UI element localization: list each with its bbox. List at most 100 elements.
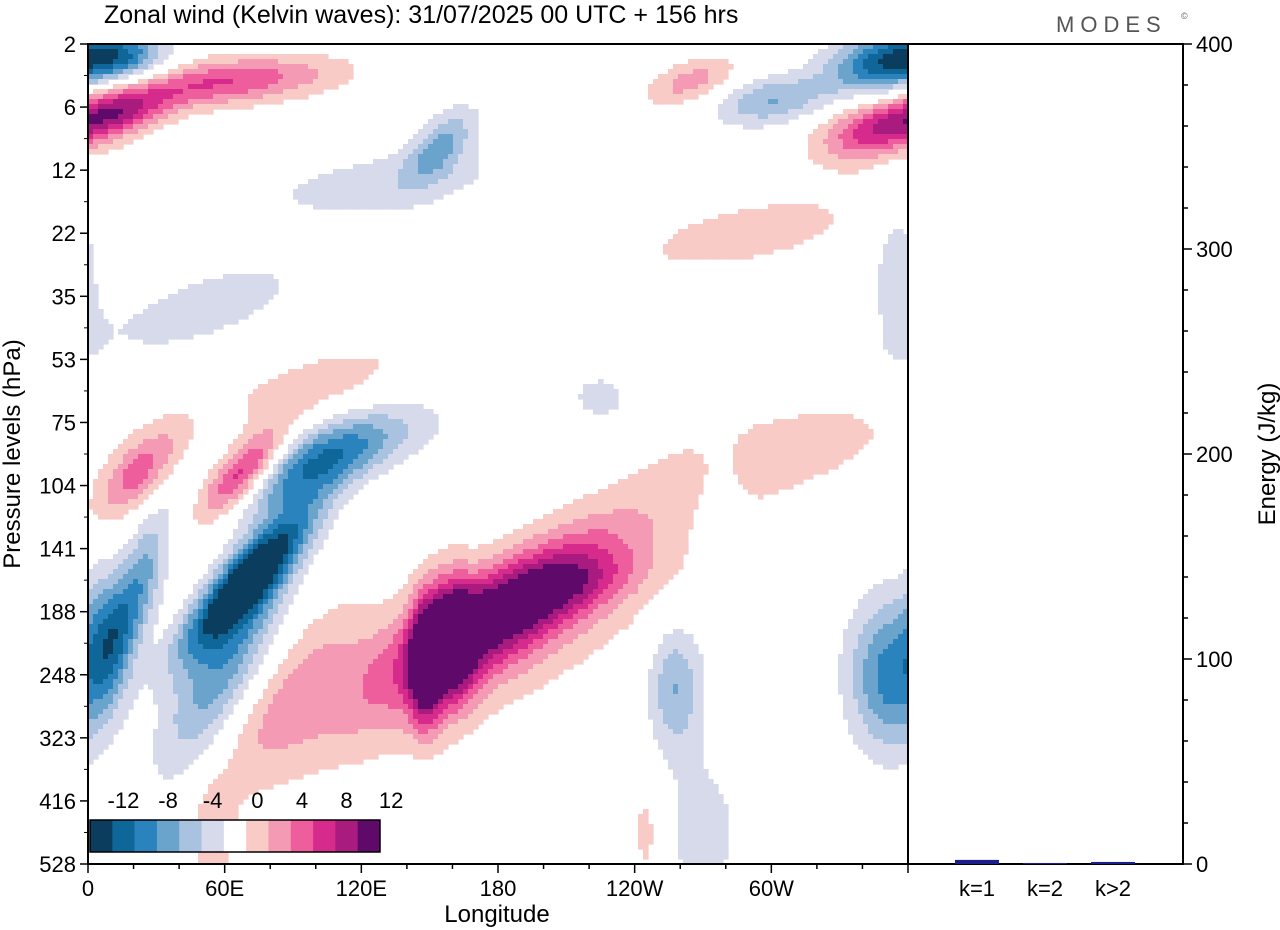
heatmap-cell	[228, 59, 234, 65]
heatmap-cell	[403, 439, 409, 445]
heatmap-cell	[158, 339, 164, 345]
heatmap-cell	[363, 449, 369, 455]
heatmap-cell	[273, 519, 279, 525]
heatmap-cell	[678, 454, 684, 460]
heatmap-cell	[283, 79, 289, 85]
heatmap-cell	[703, 254, 709, 260]
heatmap-cell	[668, 254, 674, 260]
heatmap-cell	[128, 59, 134, 65]
heatmap-cell	[313, 179, 319, 185]
heatmap-cell	[763, 89, 769, 95]
heatmap-cell	[838, 79, 844, 85]
heatmap-cell	[418, 439, 424, 445]
heatmap-cell	[783, 244, 789, 250]
heatmap-cell	[688, 519, 694, 525]
heatmap-cell	[778, 434, 784, 440]
heatmap-cell	[138, 134, 144, 140]
heatmap-cell	[403, 149, 409, 155]
heatmap-cell	[143, 429, 149, 435]
heatmap-cell	[838, 119, 844, 125]
heatmap-cell	[583, 524, 589, 530]
heatmap-cell	[203, 304, 209, 310]
heatmap-cell	[748, 219, 754, 225]
heatmap-cell	[588, 529, 594, 535]
heatmap-cell	[338, 374, 344, 380]
heatmap-cell	[118, 464, 124, 470]
heatmap-cell	[778, 419, 784, 425]
heatmap-cell	[768, 239, 774, 245]
heatmap-cell	[108, 104, 114, 110]
heatmap-cell	[788, 219, 794, 225]
heatmap-cell	[263, 454, 269, 460]
heatmap-cell	[213, 94, 219, 100]
heatmap-cell	[303, 379, 309, 385]
heatmap-cell	[518, 569, 524, 575]
heatmap-cell	[103, 74, 109, 80]
heatmap-cell	[343, 199, 349, 205]
heatmap-cell	[773, 464, 779, 470]
heatmap-cell	[833, 134, 839, 140]
heatmap-cell	[708, 254, 714, 260]
heatmap-cell	[513, 534, 519, 540]
heatmap-cell	[203, 479, 209, 485]
heatmap-cell	[323, 479, 329, 485]
heatmap-cell	[813, 59, 819, 65]
heatmap-cell	[293, 459, 299, 465]
heatmap-cell	[303, 464, 309, 470]
heatmap-cell	[198, 494, 204, 500]
heatmap-cell	[363, 414, 369, 420]
heatmap-cell	[198, 489, 204, 495]
heatmap-cell	[808, 69, 814, 75]
heatmap-cell	[888, 59, 894, 65]
heatmap-cell	[473, 164, 479, 170]
heatmap-cell	[263, 74, 269, 80]
heatmap-cell	[808, 154, 814, 160]
heatmap-cell	[153, 54, 159, 60]
heatmap-cell	[313, 469, 319, 475]
heatmap-cell	[213, 79, 219, 85]
heatmap-cell	[688, 69, 694, 75]
heatmap-cell	[338, 479, 344, 485]
heatmap-cell	[898, 309, 904, 315]
heatmap-cell	[288, 414, 294, 420]
heatmap-cell	[98, 329, 104, 335]
heatmap-cell	[793, 459, 799, 465]
heatmap-cell	[548, 559, 554, 565]
heatmap-cell	[343, 189, 349, 195]
heatmap-cell	[313, 539, 319, 545]
heatmap-cell	[188, 434, 194, 440]
heatmap-cell	[298, 404, 304, 410]
heatmap-cell	[133, 494, 139, 500]
heatmap-cell	[643, 549, 649, 555]
heatmap-cell	[308, 54, 314, 60]
heatmap-cell	[828, 59, 834, 65]
heatmap-cell	[743, 434, 749, 440]
heatmap-cell	[753, 429, 759, 435]
heatmap-cell	[323, 519, 329, 525]
heatmap-cell	[338, 64, 344, 70]
heatmap-cell	[303, 534, 309, 540]
heatmap-cell	[473, 554, 479, 560]
heatmap-cell	[98, 144, 104, 150]
heatmap-cell	[643, 479, 649, 485]
heatmap-cell	[198, 329, 204, 335]
heatmap-cell	[708, 244, 714, 250]
heatmap-cell	[788, 104, 794, 110]
heatmap-cell	[573, 549, 579, 555]
heatmap-cell	[838, 44, 844, 50]
heatmap-cell	[253, 499, 259, 505]
heatmap-cell	[323, 369, 329, 375]
heatmap-cell	[608, 514, 614, 520]
heatmap-cell	[828, 159, 834, 165]
heatmap-cell	[458, 134, 464, 140]
heatmap-cell	[683, 504, 689, 510]
heatmap-cell	[343, 74, 349, 80]
heatmap-cell	[383, 419, 389, 425]
heatmap-cell	[243, 474, 249, 480]
heatmap-cell	[738, 94, 744, 100]
heatmap-cell	[203, 59, 209, 65]
heatmap-cell	[208, 99, 214, 105]
heatmap-cell	[633, 509, 639, 515]
heatmap-cell	[588, 534, 594, 540]
heatmap-cell	[258, 494, 264, 500]
